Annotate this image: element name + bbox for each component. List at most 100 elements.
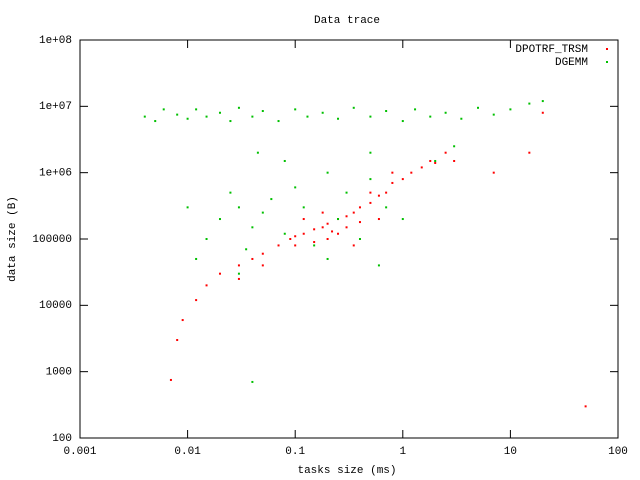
scatter-point bbox=[369, 115, 372, 118]
x-tick-label: 10 bbox=[504, 446, 517, 458]
scatter-point bbox=[283, 232, 286, 235]
scatter-point bbox=[237, 264, 240, 267]
scatter-point bbox=[277, 244, 280, 247]
x-axis-label: tasks size (ms) bbox=[297, 465, 396, 477]
scatter-point bbox=[444, 151, 447, 154]
scatter-point bbox=[302, 218, 305, 221]
scatter-point bbox=[509, 108, 512, 111]
scatter-point bbox=[385, 110, 388, 113]
x-tick-label: 0.1 bbox=[285, 446, 305, 458]
scatter-point bbox=[391, 171, 394, 174]
scatter-point bbox=[369, 151, 372, 154]
legend-swatch bbox=[606, 48, 608, 50]
scatter-point bbox=[528, 151, 531, 154]
scatter-point bbox=[326, 222, 329, 225]
y-tick-label: 1e+08 bbox=[39, 35, 72, 47]
scatter-point bbox=[294, 108, 297, 111]
y-tick-label: 1e+07 bbox=[39, 101, 72, 113]
scatter-point bbox=[237, 206, 240, 209]
scatter-point bbox=[326, 238, 329, 240]
scatter-point bbox=[401, 218, 404, 221]
scatter-point bbox=[385, 191, 388, 194]
scatter-point bbox=[229, 120, 232, 123]
scatter-point bbox=[528, 102, 531, 105]
scatter-point bbox=[358, 206, 361, 209]
scatter-point bbox=[369, 178, 372, 181]
legend-label: DPOTRF_TRSM bbox=[515, 44, 588, 56]
scatter-point bbox=[337, 218, 340, 221]
scatter-point bbox=[345, 226, 348, 229]
legend-swatch bbox=[606, 61, 608, 63]
scatter-point bbox=[369, 201, 372, 204]
scatter-point bbox=[294, 186, 297, 189]
scatter-point bbox=[283, 159, 286, 162]
scatter-point bbox=[143, 115, 146, 118]
y-tick-label: 10000 bbox=[39, 300, 72, 312]
scatter-point bbox=[261, 110, 264, 113]
scatter-point bbox=[176, 339, 179, 342]
scatter-point bbox=[256, 151, 259, 154]
scatter-point bbox=[541, 100, 544, 103]
scatter-point bbox=[345, 215, 348, 218]
scatter-point bbox=[429, 159, 432, 162]
scatter-point bbox=[337, 232, 340, 235]
scatter-point bbox=[321, 226, 324, 229]
y-axis-label: data size (B) bbox=[7, 196, 19, 282]
scatter-point bbox=[444, 111, 447, 114]
legend-label: DGEMM bbox=[555, 57, 588, 69]
scatter-point bbox=[218, 218, 221, 221]
scatter-point bbox=[541, 111, 544, 114]
scatter-point bbox=[369, 191, 372, 194]
y-tick-label: 100000 bbox=[32, 234, 72, 246]
scatter-point bbox=[337, 117, 340, 120]
scatter-point bbox=[261, 211, 264, 214]
scatter-point bbox=[584, 405, 587, 408]
scatter-point bbox=[302, 232, 305, 235]
scatter-point bbox=[218, 272, 221, 275]
scatter-point bbox=[205, 238, 208, 240]
scatter-point bbox=[460, 117, 463, 120]
scatter-point bbox=[321, 111, 324, 114]
scatter-point bbox=[477, 106, 480, 109]
scatter-point bbox=[261, 252, 264, 255]
x-tick-label: 0.001 bbox=[63, 446, 96, 458]
scatter-point bbox=[414, 108, 417, 111]
scatter-point bbox=[186, 117, 189, 120]
scatter-point bbox=[169, 378, 172, 381]
scatter-point bbox=[229, 191, 232, 194]
scatter-point bbox=[434, 161, 437, 164]
scatter-point bbox=[195, 299, 198, 302]
scatter-point bbox=[302, 206, 305, 209]
scatter-point bbox=[385, 206, 388, 209]
plot-border bbox=[79, 39, 619, 439]
scatter-point bbox=[176, 113, 179, 116]
chart-title: Data trace bbox=[314, 15, 380, 27]
scatter-point bbox=[162, 108, 165, 111]
scatter-point bbox=[410, 171, 413, 174]
scatter-point bbox=[358, 238, 361, 240]
scatter-point bbox=[205, 115, 208, 118]
scatter-point bbox=[352, 244, 355, 247]
scatter-point bbox=[251, 257, 254, 260]
scatter-point bbox=[270, 198, 273, 201]
scatter-point bbox=[492, 113, 495, 116]
x-tick-label: 100 bbox=[608, 446, 628, 458]
scatter-point bbox=[453, 145, 456, 148]
scatter-point bbox=[195, 257, 198, 260]
x-tick-label: 1 bbox=[399, 446, 406, 458]
scatter-point bbox=[401, 120, 404, 123]
scatter-point bbox=[313, 241, 316, 244]
y-tick-label: 1e+06 bbox=[39, 168, 72, 180]
scatter-point bbox=[377, 194, 380, 197]
scatter-point bbox=[306, 115, 309, 118]
scatter-point bbox=[237, 106, 240, 109]
scatter-point bbox=[391, 181, 394, 184]
scatter-point bbox=[251, 226, 254, 229]
x-tick-label: 0.01 bbox=[174, 446, 201, 458]
scatter-point bbox=[321, 211, 324, 214]
scatter-point bbox=[352, 106, 355, 109]
scatter-point bbox=[313, 228, 316, 231]
scatter-point bbox=[237, 277, 240, 280]
